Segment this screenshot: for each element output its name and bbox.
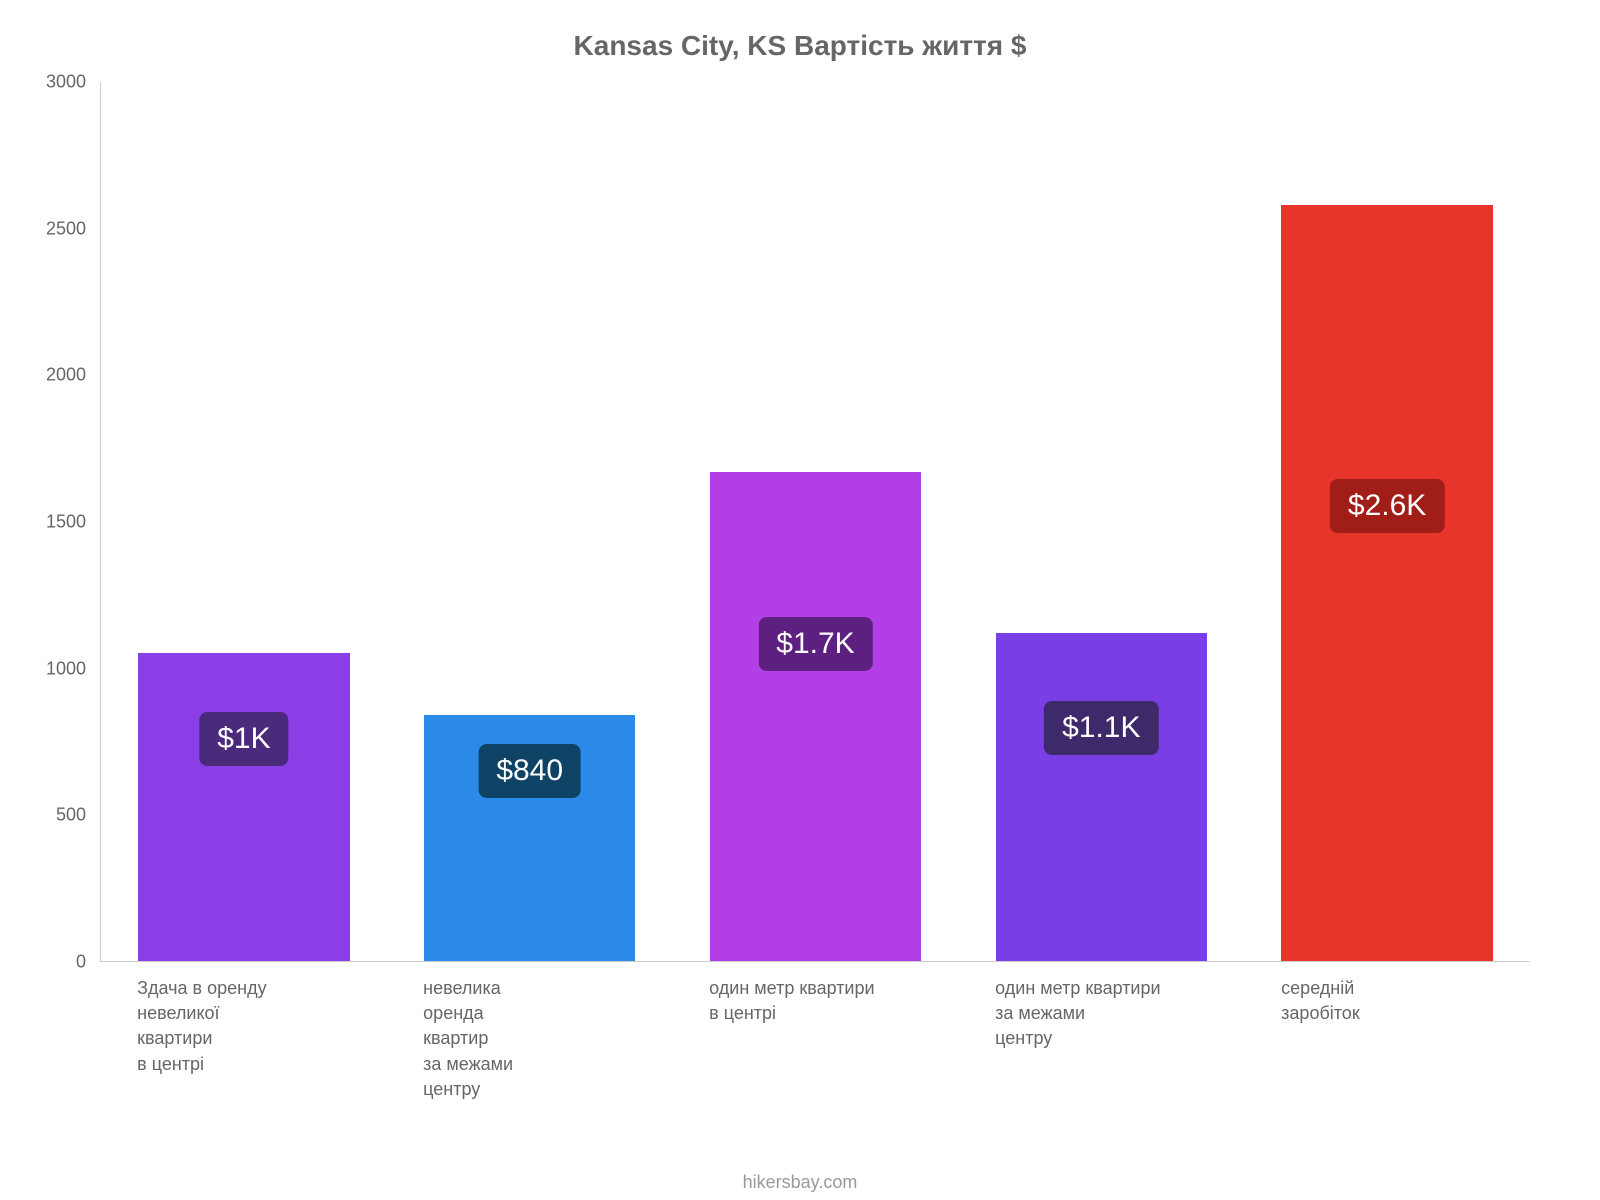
credit-text: hikersbay.com [30,1172,1570,1193]
bar-value-label: $1.1K [1044,701,1158,755]
x-category-label: один метр квартирив центрі [709,976,899,1026]
bar-value-label: $1.7K [758,617,872,671]
bar [710,472,921,961]
bar-slot [710,472,921,961]
bar-slot [138,653,349,961]
bar [138,653,349,961]
x-category-label: невеликаорендаквартирза межамицентру [423,976,613,1102]
bar [996,633,1207,961]
y-tick-label: 1500 [30,512,86,533]
y-tick-label: 2000 [30,365,86,386]
bar-value-label: $2.6K [1330,479,1444,533]
bar-slot [1281,205,1492,961]
plot-row: 050010001500200025003000 $1K$840$1.7K$1.… [30,82,1570,962]
plot-area: $1K $840 $1.7K $1.1K $2.6K [100,82,1530,962]
x-category-label: середнійзаробіток [1281,976,1471,1026]
y-tick-label: 1000 [30,658,86,679]
y-axis: 050010001500200025003000 [30,82,100,962]
y-tick-label: 2500 [30,218,86,239]
chart-title: Kansas City, KS Вартість життя $ [30,30,1570,62]
bar-value-label: $1K [199,712,288,766]
y-tick-label: 500 [30,805,86,826]
bar-value-label: $840 [478,744,581,798]
x-category-label: один метр квартириза межамицентру [995,976,1185,1052]
y-tick-label: 0 [30,952,86,973]
chart-container: Kansas City, KS Вартість життя $ 0 500 100… [0,0,1600,1200]
x-category-label: Здача в орендуневеликоїквартирив центрі [137,976,327,1077]
bar-slot [996,633,1207,961]
y-tick-label: 3000 [30,72,86,93]
bar [1281,205,1492,961]
x-axis: Здача в орендуневеликоїквартирив центрі н… [100,962,1530,1162]
